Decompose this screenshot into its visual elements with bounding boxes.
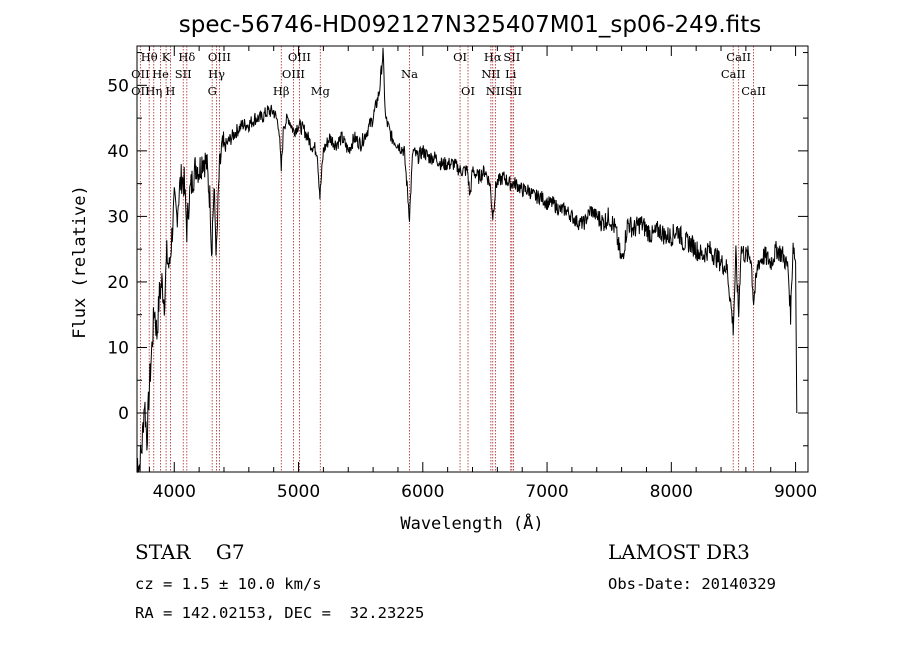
line-marker-label: Mg <box>311 84 331 98</box>
line-marker-label: Hθ <box>141 50 158 64</box>
redshift-cz: cz = 1.5 ± 10.0 km/s <box>135 575 322 593</box>
line-marker-label: Hγ <box>208 67 225 81</box>
line-marker-label: SII <box>505 84 522 98</box>
line-marker-label: OIII <box>208 50 231 64</box>
y-tick-label: 0 <box>118 404 129 424</box>
line-marker-label: Na <box>401 67 418 81</box>
line-marker-label: OI <box>461 84 475 98</box>
y-tick-label: 50 <box>107 76 129 96</box>
line-marker-label: Hβ <box>273 84 290 98</box>
line-marker-label: NII <box>486 84 505 98</box>
flux-line <box>136 47 798 474</box>
line-marker-label: Li <box>505 67 517 81</box>
line-marker-label: OII <box>131 67 150 81</box>
line-marker-label: NII <box>481 67 500 81</box>
x-tick-label: 8000 <box>650 482 693 502</box>
line-marker-label: CaII <box>741 84 766 98</box>
line-marker-label: SII <box>175 67 192 81</box>
line-marker-label: OIII <box>282 67 305 81</box>
line-marker-label: K <box>162 50 171 64</box>
coordinates: RA = 142.02153, DEC = 32.23225 <box>135 604 425 622</box>
chart-title: spec-56746-HD092127N325407M01_sp06-249.f… <box>179 12 761 38</box>
x-tick-label: 7000 <box>525 482 568 502</box>
line-marker-label: OI <box>453 50 467 64</box>
plot-axes: 4000 5000 6000 7000 8000 9000 0 10 20 30 40 50 <box>107 45 817 502</box>
line-marker-label: H <box>165 84 175 98</box>
line-marker-label: Hη <box>145 84 162 98</box>
x-axis-label: Wavelength (Å) <box>400 512 543 534</box>
y-tick-label: 10 <box>107 338 129 358</box>
line-marker-label: He <box>152 67 169 81</box>
line-marker-label: CaII <box>721 67 746 81</box>
x-tick-label: 5000 <box>277 482 320 502</box>
x-tick-label: 6000 <box>401 482 444 502</box>
line-marker-label: OII <box>131 84 150 98</box>
y-tick-label: 30 <box>107 207 129 227</box>
line-marker-label: Hα <box>484 50 502 64</box>
y-tick-label: 40 <box>107 142 129 162</box>
observation-date: Obs-Date: 20140329 <box>608 575 776 593</box>
survey-name: LAMOST DR3 <box>608 540 750 564</box>
y-axis-label: Flux (relative) <box>70 185 90 339</box>
line-marker-label: SII <box>503 50 520 64</box>
object-class: STAR G7 <box>135 540 245 564</box>
line-marker-label: Hδ <box>178 50 195 64</box>
flux-series <box>136 47 798 474</box>
line-marker-label: G <box>208 84 217 98</box>
line-marker-label: OIII <box>288 50 311 64</box>
line-marker-label: CaII <box>726 50 751 64</box>
x-tick-label: 9000 <box>774 482 817 502</box>
y-tick-label: 20 <box>107 273 129 293</box>
x-tick-label: 4000 <box>153 482 196 502</box>
